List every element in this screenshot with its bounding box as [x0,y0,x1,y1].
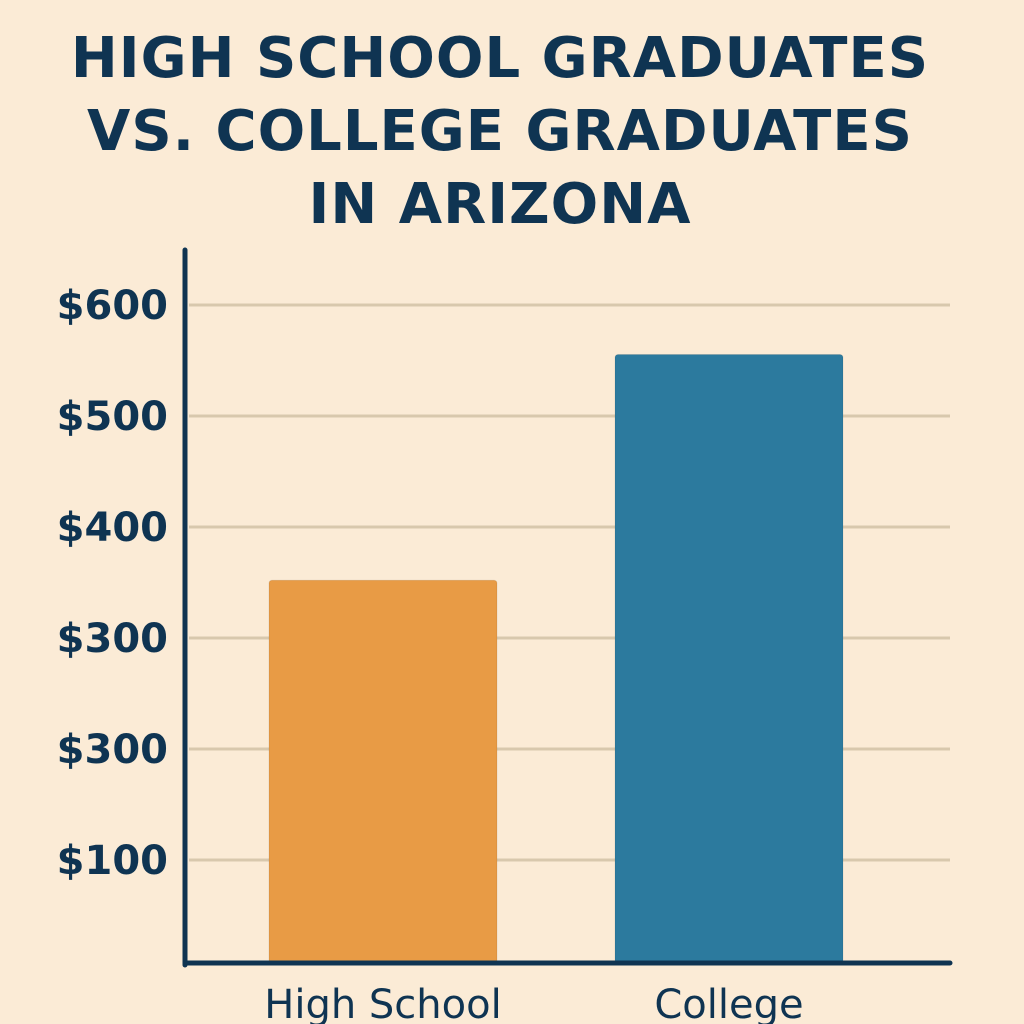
bar-college [614,354,844,964]
y-tick-label: $100 [57,838,168,884]
y-tick-label: $500 [57,394,168,440]
y-tick-label: $400 [57,505,168,551]
y-tick-label: $300 [57,727,168,773]
chart-title: HIGH SCHOOL GRADUATES VS. COLLEGE GRADUA… [70,26,930,237]
x-category-label: College [654,982,803,1024]
x-category-label: High School [264,982,501,1024]
y-tick-label: $600 [57,283,168,329]
bar-high-school [268,579,498,964]
y-tick-label: $300 [57,616,168,662]
